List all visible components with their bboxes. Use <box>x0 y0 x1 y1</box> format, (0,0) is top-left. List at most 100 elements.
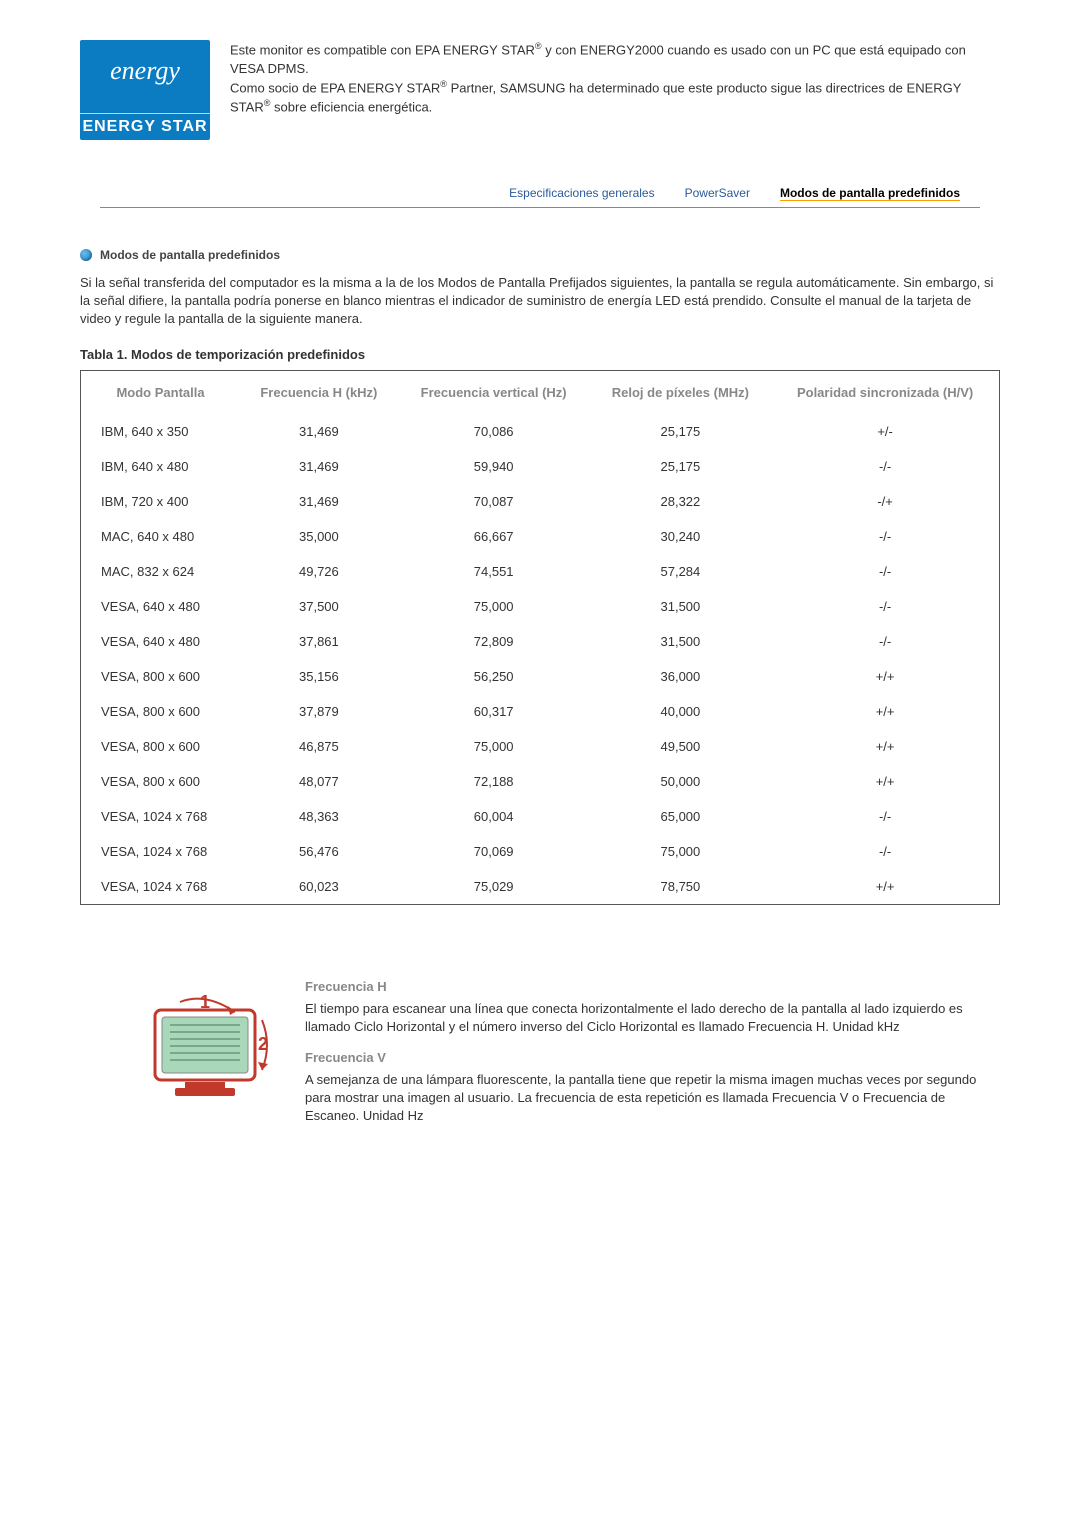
table-cell-clk: 31,500 <box>590 589 772 624</box>
table-cell-clk: 28,322 <box>590 484 772 519</box>
table-cell-vf: 75,000 <box>398 589 590 624</box>
table-cell-clk: 40,000 <box>590 694 772 729</box>
table-cell-vf: 59,940 <box>398 449 590 484</box>
table-cell-vf: 70,087 <box>398 484 590 519</box>
section-title: Modos de pantalla predefinidos <box>100 248 280 262</box>
col-v-freq: Frecuencia vertical (Hz) <box>398 371 590 414</box>
table-row: VESA, 800 x 60046,87575,00049,500+/+ <box>81 729 999 764</box>
intro-paragraph: Si la señal transferida del computador e… <box>80 274 1000 329</box>
table-cell-mode: MAC, 832 x 624 <box>81 554 240 589</box>
timing-table: Modo Pantalla Frecuencia H (kHz) Frecuen… <box>80 370 1000 905</box>
table-cell-vf: 75,029 <box>398 869 590 904</box>
energy-star-block: energy ENERGY STAR Este monitor es compa… <box>80 40 1000 140</box>
table-cell-mode: IBM, 640 x 350 <box>81 414 240 449</box>
table-cell-pol: -/- <box>771 799 999 834</box>
table-row: VESA, 1024 x 76856,47670,06975,000-/- <box>81 834 999 869</box>
table-cell-mode: IBM, 720 x 400 <box>81 484 240 519</box>
table-cell-mode: VESA, 1024 x 768 <box>81 834 240 869</box>
table-cell-mode: VESA, 1024 x 768 <box>81 869 240 904</box>
table-cell-clk: 25,175 <box>590 414 772 449</box>
table-cell-hf: 31,469 <box>240 414 398 449</box>
table-cell-vf: 72,809 <box>398 624 590 659</box>
table-cell-pol: -/+ <box>771 484 999 519</box>
frequency-text-block: Frecuencia H El tiempo para escanear una… <box>305 965 1000 1134</box>
energy-star-logo: energy ENERGY STAR <box>80 40 210 140</box>
svg-text:1: 1 <box>200 992 210 1012</box>
table-cell-clk: 25,175 <box>590 449 772 484</box>
energy-star-description: Este monitor es compatible con EPA ENERG… <box>230 40 1000 140</box>
table-row: MAC, 640 x 48035,00066,66730,240-/- <box>81 519 999 554</box>
table-cell-hf: 37,500 <box>240 589 398 624</box>
section-header: Modos de pantalla predefinidos <box>80 248 1000 262</box>
table-title: Tabla 1. Modos de temporización predefin… <box>80 347 1000 362</box>
table-cell-clk: 57,284 <box>590 554 772 589</box>
table-header-row: Modo Pantalla Frecuencia H (kHz) Frecuen… <box>81 371 999 414</box>
table-row: VESA, 1024 x 76860,02375,02978,750+/+ <box>81 869 999 904</box>
table-cell-hf: 49,726 <box>240 554 398 589</box>
table-cell-vf: 56,250 <box>398 659 590 694</box>
table-cell-hf: 46,875 <box>240 729 398 764</box>
table-row: VESA, 800 x 60037,87960,31740,000+/+ <box>81 694 999 729</box>
tab-general-specs[interactable]: Especificaciones generales <box>509 186 654 201</box>
table-cell-mode: IBM, 640 x 480 <box>81 449 240 484</box>
table-cell-hf: 35,156 <box>240 659 398 694</box>
col-pixel-clock: Reloj de píxeles (MHz) <box>590 371 772 414</box>
table-cell-clk: 75,000 <box>590 834 772 869</box>
table-cell-pol: +/- <box>771 414 999 449</box>
tab-powersaver[interactable]: PowerSaver <box>685 186 750 201</box>
table-cell-clk: 65,000 <box>590 799 772 834</box>
table-cell-clk: 78,750 <box>590 869 772 904</box>
table-cell-hf: 56,476 <box>240 834 398 869</box>
col-h-freq: Frecuencia H (kHz) <box>240 371 398 414</box>
table-cell-vf: 60,004 <box>398 799 590 834</box>
table-cell-vf: 66,667 <box>398 519 590 554</box>
table-cell-clk: 49,500 <box>590 729 772 764</box>
table-cell-clk: 30,240 <box>590 519 772 554</box>
table-cell-pol: +/+ <box>771 694 999 729</box>
table-cell-pol: -/- <box>771 834 999 869</box>
freq-v-heading: Frecuencia V <box>305 1050 1000 1065</box>
table-cell-pol: -/- <box>771 624 999 659</box>
table-cell-clk: 36,000 <box>590 659 772 694</box>
table-cell-pol: -/- <box>771 519 999 554</box>
table-cell-mode: VESA, 640 x 480 <box>81 589 240 624</box>
document-nav-tabs: Especificaciones generales PowerSaver Mo… <box>100 180 980 208</box>
table-cell-clk: 31,500 <box>590 624 772 659</box>
table-cell-mode: VESA, 800 x 600 <box>81 659 240 694</box>
tab-preset-display-modes[interactable]: Modos de pantalla predefinidos <box>780 186 960 201</box>
table-cell-pol: +/+ <box>771 764 999 799</box>
table-cell-mode: MAC, 640 x 480 <box>81 519 240 554</box>
desc-part-2c: sobre eficiencia energética. <box>270 100 432 115</box>
table-cell-clk: 50,000 <box>590 764 772 799</box>
table-cell-mode: VESA, 800 x 600 <box>81 764 240 799</box>
table-cell-hf: 31,469 <box>240 484 398 519</box>
table-cell-hf: 48,363 <box>240 799 398 834</box>
frequency-definitions: 1 2 Frecuencia H El tiempo para escanear… <box>80 965 1000 1134</box>
table-row: IBM, 640 x 35031,46970,08625,175+/- <box>81 414 999 449</box>
logo-label: ENERGY STAR <box>80 113 210 140</box>
freq-h-text: El tiempo para escanear una línea que co… <box>305 1000 1000 1036</box>
desc-part-1a: Este monitor es compatible con EPA ENERG… <box>230 42 535 57</box>
table-cell-pol: +/+ <box>771 659 999 694</box>
col-sync-polarity: Polaridad sincronizada (H/V) <box>771 371 999 414</box>
table-cell-hf: 60,023 <box>240 869 398 904</box>
table-row: VESA, 800 x 60035,15656,25036,000+/+ <box>81 659 999 694</box>
freq-v-text: A semejanza de una lámpara fluorescente,… <box>305 1071 1000 1126</box>
table-cell-mode: VESA, 640 x 480 <box>81 624 240 659</box>
reg-symbol-2: ® <box>440 79 447 89</box>
table-row: IBM, 720 x 40031,46970,08728,322-/+ <box>81 484 999 519</box>
col-mode: Modo Pantalla <box>81 371 240 414</box>
table-cell-mode: VESA, 800 x 600 <box>81 694 240 729</box>
table-cell-hf: 37,861 <box>240 624 398 659</box>
table-row: VESA, 800 x 60048,07772,18850,000+/+ <box>81 764 999 799</box>
reg-symbol-1: ® <box>535 41 542 51</box>
table-cell-pol: -/- <box>771 449 999 484</box>
table-row: VESA, 1024 x 76848,36360,00465,000-/- <box>81 799 999 834</box>
table-cell-mode: VESA, 800 x 600 <box>81 729 240 764</box>
table-cell-vf: 75,000 <box>398 729 590 764</box>
table-cell-vf: 74,551 <box>398 554 590 589</box>
table-cell-pol: +/+ <box>771 729 999 764</box>
table-cell-vf: 70,086 <box>398 414 590 449</box>
table-cell-mode: VESA, 1024 x 768 <box>81 799 240 834</box>
table-cell-hf: 48,077 <box>240 764 398 799</box>
